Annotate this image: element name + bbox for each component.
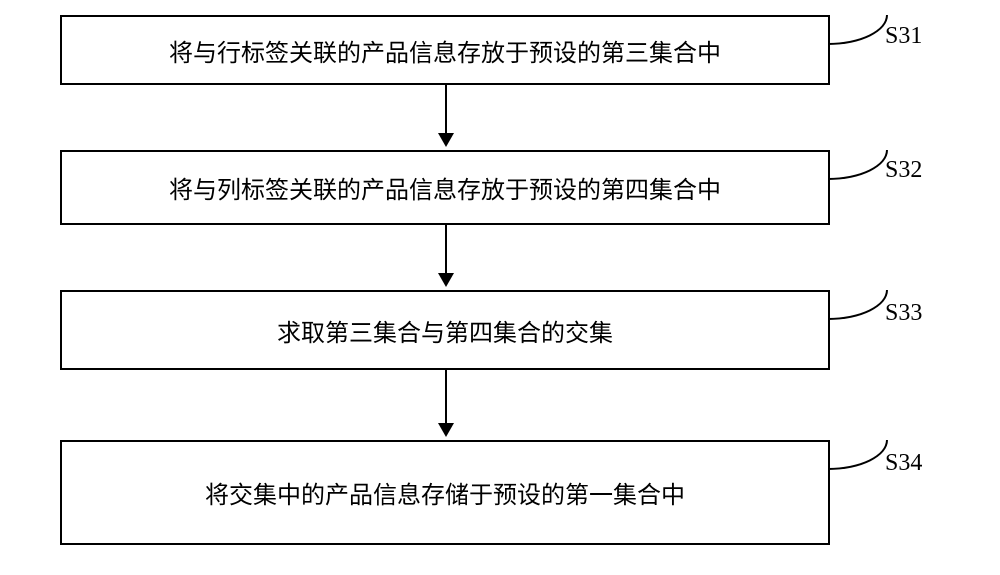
step-box-3: 求取第三集合与第四集合的交集 [60,290,830,370]
step-label-1: S31 [885,23,922,50]
step-text-3: 求取第三集合与第四集合的交集 [277,313,613,348]
arrow-head-3 [438,423,454,437]
arrow-head-1 [438,133,454,147]
connector-4 [828,440,888,470]
step-text-4: 将交集中的产品信息存储于预设的第一集合中 [205,475,685,510]
step-box-4: 将交集中的产品信息存储于预设的第一集合中 [60,440,830,545]
step-box-1: 将与行标签关联的产品信息存放于预设的第三集合中 [60,15,830,85]
step-text-1: 将与行标签关联的产品信息存放于预设的第三集合中 [169,33,721,68]
step-label-4: S34 [885,450,922,477]
connector-1 [828,15,888,45]
connector-2 [828,150,888,180]
arrow-head-2 [438,273,454,287]
step-label-2: S32 [885,157,922,184]
step-label-3: S33 [885,300,922,327]
step-box-2: 将与列标签关联的产品信息存放于预设的第四集合中 [60,150,830,225]
step-text-2: 将与列标签关联的产品信息存放于预设的第四集合中 [169,170,721,205]
arrow-line-2 [445,225,447,275]
connector-3 [828,290,888,320]
arrow-line-3 [445,370,447,425]
arrow-line-1 [445,85,447,135]
